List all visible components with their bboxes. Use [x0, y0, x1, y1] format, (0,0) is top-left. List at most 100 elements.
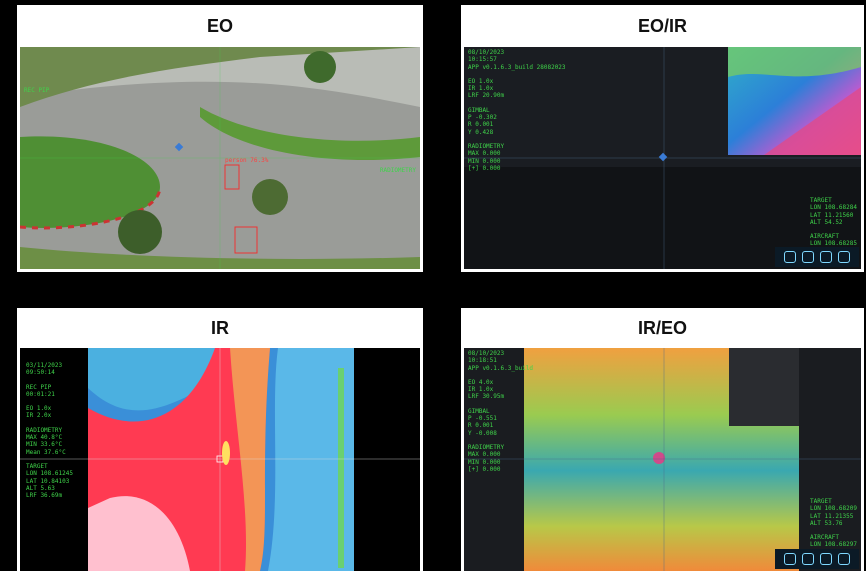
overlay-line: IR 1.0x: [468, 386, 494, 394]
overlay-line: MAX 0.000: [468, 451, 501, 459]
overlay-group: AIRCRAFT LON 108.68285: [810, 233, 857, 248]
detection-label: person 76.3%: [225, 157, 269, 164]
panel-title: IR/EO: [637, 318, 687, 338]
overlay-line: 10:18:51: [468, 357, 497, 365]
overlay-group: RADIOMETRY: [380, 167, 416, 174]
overlay-line: Mean 37.6°C: [26, 448, 66, 456]
overlay-line: ALT 5.63: [26, 484, 55, 492]
ir-eo-image: [464, 348, 861, 571]
overlay-line: R 0.001: [468, 121, 494, 129]
overlay-line: P -0.302: [468, 114, 497, 122]
left-overlay: 08/10/2023 10:18:51 APP v0.1.6.3_build EO 4…: [468, 350, 533, 480]
overlay-line: LAT 11.21560: [810, 211, 854, 219]
overlay-line: [+] 0.000: [468, 465, 501, 473]
overlay-line: REC PIP: [24, 87, 50, 94]
overlay-line: APP v0.1.6.3_build 28082023: [468, 63, 566, 71]
overlay-line: 09:50:14: [26, 369, 55, 377]
right-overlay: TARGET LON 108.68209 LAT 11.21355 ALT 53.76…: [810, 498, 857, 556]
overlay-line: APP v0.1.6.3_build: [468, 364, 534, 372]
overlay-line: RADIOMETRY: [468, 142, 505, 150]
overlay-line: LON 108.68284: [810, 204, 857, 212]
overlay-line: ALT 53.76: [810, 519, 843, 527]
overlay-line: 08/10/2023: [468, 49, 505, 56]
overlay-line: LRF 30.95m: [468, 393, 505, 401]
left-overlay: 03/11/2023 09:50:14 REC PIP 00:01:21 EO 1.0x…: [26, 362, 73, 506]
overlay-line: MAX 0.000: [468, 150, 501, 158]
eo-ir-view: 08/10/2023 10:15:57 APP v0.1.6.3_build 280…: [464, 47, 861, 269]
overlay-line: ALT 54.52: [810, 218, 843, 226]
overlay-line: IR 1.0x: [468, 85, 494, 93]
overlay-group: REC PIP 00:01:21: [26, 384, 73, 399]
tool-button[interactable]: [838, 251, 850, 263]
overlay-line: EO 1.0x: [468, 77, 494, 85]
overlay-line: EO 4.0x: [468, 378, 494, 386]
overlay-group: GIMBAL P -0.302 R 0.001 Y 0.428: [468, 107, 566, 136]
ir-eo-panel: IR/EO 08/10/2023 10:18:51 APP v0.1.6.3_bui…: [461, 308, 864, 571]
overlay-line: GIMBAL: [468, 407, 490, 415]
left-overlay: 08/10/2023 10:15:57 APP v0.1.6.3_build 280…: [468, 49, 566, 179]
eo-image: [20, 47, 420, 269]
overlay-line: MIN 0.000: [468, 157, 501, 165]
overlay-line: 10:15:57: [468, 56, 497, 64]
panel-title: EO: [206, 16, 233, 36]
tool-button[interactable]: [820, 553, 832, 565]
overlay-line: 00:01:21: [26, 390, 55, 398]
overlay-line: TARGET: [26, 462, 48, 470]
left-overlay: REC PIP: [24, 87, 49, 101]
overlay-line: GIMBAL: [468, 106, 490, 114]
right-overlay: TARGET LON 108.68284 LAT 11.21560 ALT 54.52…: [810, 197, 857, 255]
overlay-group: RADIOMETRY MAX 0.000 MIN 0.000 [+] 0.000: [468, 444, 533, 473]
overlay-line: TARGET: [810, 197, 832, 204]
panel-title: IR: [211, 318, 229, 338]
overlay-group: TARGET LON 108.68284 LAT 11.21560 ALT 54.52: [810, 197, 857, 226]
ir-image: [20, 348, 420, 571]
toolbar[interactable]: [775, 549, 859, 569]
panel-title: EO/IR: [637, 16, 687, 36]
overlay-group: RADIOMETRY MAX 0.000 MIN 0.000 [+] 0.000: [468, 143, 566, 172]
overlay-line: MIN 0.000: [468, 458, 501, 466]
tool-button[interactable]: [802, 251, 814, 263]
overlay-line: LRF 20.90m: [468, 92, 505, 100]
toolbar[interactable]: [775, 247, 859, 267]
overlay-line: [+] 0.000: [468, 164, 501, 172]
overlay-group: RADIOMETRY MAX 40.8°C MIN 33.6°C Mean 37.6°…: [26, 427, 73, 456]
overlay-line: LAT 10.84103: [26, 477, 70, 485]
tool-button[interactable]: [784, 251, 796, 263]
overlay-line: LON 108.68285: [810, 240, 857, 248]
eo-ir-image: [464, 47, 861, 269]
ir-eo-view: 08/10/2023 10:18:51 APP v0.1.6.3_build EO 4…: [464, 348, 861, 571]
eo-view: person 76.3% REC PIP RADIOMETRY: [20, 47, 420, 269]
overlay-line: LON 108.68209: [810, 505, 857, 513]
overlay-line: MIN 33.6°C: [26, 441, 63, 449]
overlay-line: Y 0.428: [468, 128, 494, 136]
overlay-line: REC PIP: [26, 383, 52, 391]
overlay-line: 08/10/2023: [468, 350, 505, 357]
overlay-line: LRF 36.69m: [26, 492, 63, 500]
overlay-line: LON 108.68297: [810, 541, 857, 549]
tool-button[interactable]: [838, 553, 850, 565]
overlay-group: GIMBAL P -0.551 R 0.001 Y -0.008: [468, 408, 533, 437]
overlay-group: TARGET LON 108.68209 LAT 11.21355 ALT 53.76: [810, 498, 857, 527]
overlay-line: IR 2.0x: [26, 412, 52, 420]
overlay-line: 03/11/2023: [26, 362, 63, 369]
overlay-line: LAT 11.21355: [810, 512, 854, 520]
ir-view: 03/11/2023 09:50:14 REC PIP 00:01:21 EO 1.0x…: [20, 348, 420, 571]
overlay-group: 08/10/2023 10:15:57 APP v0.1.6.3_build 280…: [468, 49, 566, 71]
eo-panel: EO person 76.3% REC PIP RADIOMETRY: [17, 5, 423, 272]
tool-button[interactable]: [802, 553, 814, 565]
tool-button[interactable]: [784, 553, 796, 565]
tool-button[interactable]: [820, 251, 832, 263]
overlay-group: TARGET LON 108.61245 LAT 10.84103 ALT 5.63 L…: [26, 463, 73, 499]
overlay-line: R 0.001: [468, 422, 494, 430]
overlay-group: AIRCRAFT LON 108.68297: [810, 534, 857, 549]
overlay-line: EO 1.0x: [26, 405, 52, 413]
overlay-line: RADIOMETRY: [468, 443, 505, 451]
ir-panel: IR 03/11/2023 09:50:14 REC PIP 00:01:21 EO 1…: [17, 308, 423, 571]
overlay-group: EO 1.0x IR 1.0x LRF 20.90m: [468, 78, 566, 100]
overlay-line: LON 108.61245: [26, 470, 73, 478]
eo-ir-panel: EO/IR 08/10/2023 10:15:57 APP v0.1.6.3_bui…: [461, 5, 864, 272]
overlay-group: EO 1.0x IR 2.0x: [26, 405, 73, 420]
overlay-line: RADIOMETRY: [26, 426, 63, 434]
overlay-line: Y -0.008: [468, 429, 497, 437]
